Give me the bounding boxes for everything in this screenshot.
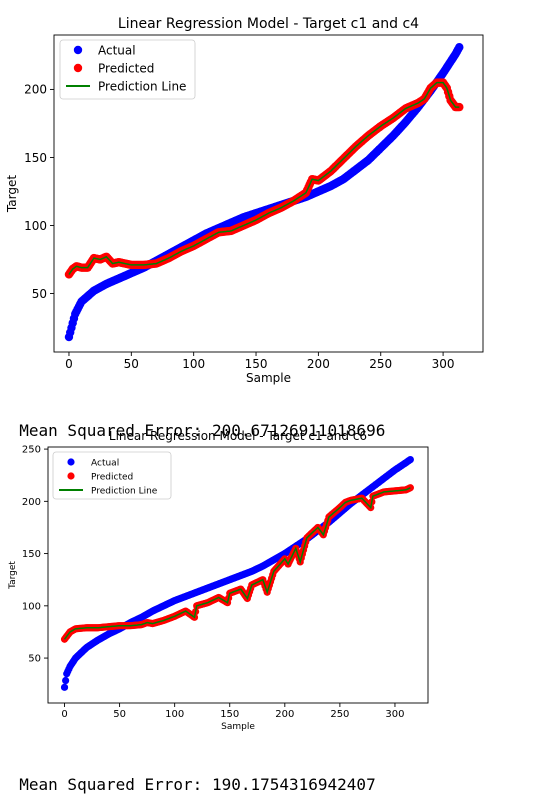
x-tick-label: 150 <box>245 357 268 371</box>
y-tick-label: 200 <box>22 497 41 508</box>
y-tick-label: 150 <box>24 151 47 165</box>
y-tick-label: 100 <box>22 601 41 612</box>
predicted-series <box>64 78 464 279</box>
predicted-series <box>60 484 414 643</box>
legend-actual-marker <box>67 458 75 466</box>
legend: Actual Predicted Prediction Line <box>52 451 172 500</box>
x-axis-label: Sample <box>221 722 255 732</box>
x-tick-label: 200 <box>307 357 330 371</box>
x-tick-label: 50 <box>113 709 126 720</box>
legend-predicted-marker <box>67 472 75 480</box>
x-tick-label: 0 <box>61 709 67 720</box>
chart-title: Linear Regression Model - Target c1 and … <box>118 16 419 32</box>
actual-point <box>406 455 414 464</box>
x-tick-label: 100 <box>182 357 205 371</box>
legend-label: Actual <box>91 459 119 469</box>
predicted-point <box>455 102 464 112</box>
chart-1: Linear Regression Model - Target c1 and … <box>5 16 484 385</box>
x-tick-label: 300 <box>432 357 455 371</box>
actual-point <box>455 43 464 52</box>
x-tick-label: 0 <box>65 357 73 371</box>
x-tick-label: 250 <box>369 357 392 371</box>
mse-label-2: Mean Squared Error: <box>19 775 203 794</box>
x-tick-label: 200 <box>275 709 294 720</box>
legend-box <box>59 39 196 100</box>
plot-frame <box>53 34 484 353</box>
y-axis-label: Target <box>5 175 19 213</box>
actual-point <box>60 683 69 691</box>
legend-label: Prediction Line <box>98 80 186 94</box>
y-tick-label: 50 <box>32 287 47 301</box>
x-tick-label: 150 <box>220 709 239 720</box>
x-tick-label: 50 <box>124 357 139 371</box>
x-tick-label: 300 <box>385 709 404 720</box>
y-tick-label: 150 <box>22 549 41 560</box>
x-tick-label: 100 <box>165 709 184 720</box>
y-tick-label: 250 <box>22 445 41 456</box>
prediction-line <box>63 487 411 640</box>
y-tick-label: 200 <box>24 83 47 97</box>
prediction-line <box>68 81 460 275</box>
legend-actual-marker <box>73 45 83 55</box>
mse-value-2: 190.1754316942407 <box>211 775 376 794</box>
y-tick-label: 50 <box>28 654 41 665</box>
mse-value-1: 200.67126911018696 <box>211 421 386 440</box>
legend-box <box>52 451 172 500</box>
plot-frame <box>47 446 429 704</box>
x-tick-label: 250 <box>330 709 349 720</box>
chart-2: Linear Regression Model - Target c1 and … <box>8 429 429 732</box>
x-axis-label: Sample <box>246 371 291 385</box>
legend-label: Prediction Line <box>91 487 158 497</box>
actual-point <box>62 676 70 685</box>
legend-label: Predicted <box>91 473 133 483</box>
legend-label: Actual <box>98 44 136 58</box>
legend-label: Predicted <box>98 62 154 76</box>
mse-output-2: Mean Squared Error: 190.1754316942407 <box>0 756 376 794</box>
y-axis-label: Target <box>8 561 18 590</box>
chart-title: Linear Regression Model - Target c1 and … <box>109 429 367 443</box>
mse-output-1: Mean Squared Error: 200.67126911018696 <box>0 402 385 440</box>
legend: Actual Predicted Prediction Line <box>59 39 196 100</box>
legend-predicted-marker <box>73 63 83 73</box>
y-tick-label: 100 <box>24 219 47 233</box>
mse-label-1: Mean Squared Error: <box>19 421 203 440</box>
